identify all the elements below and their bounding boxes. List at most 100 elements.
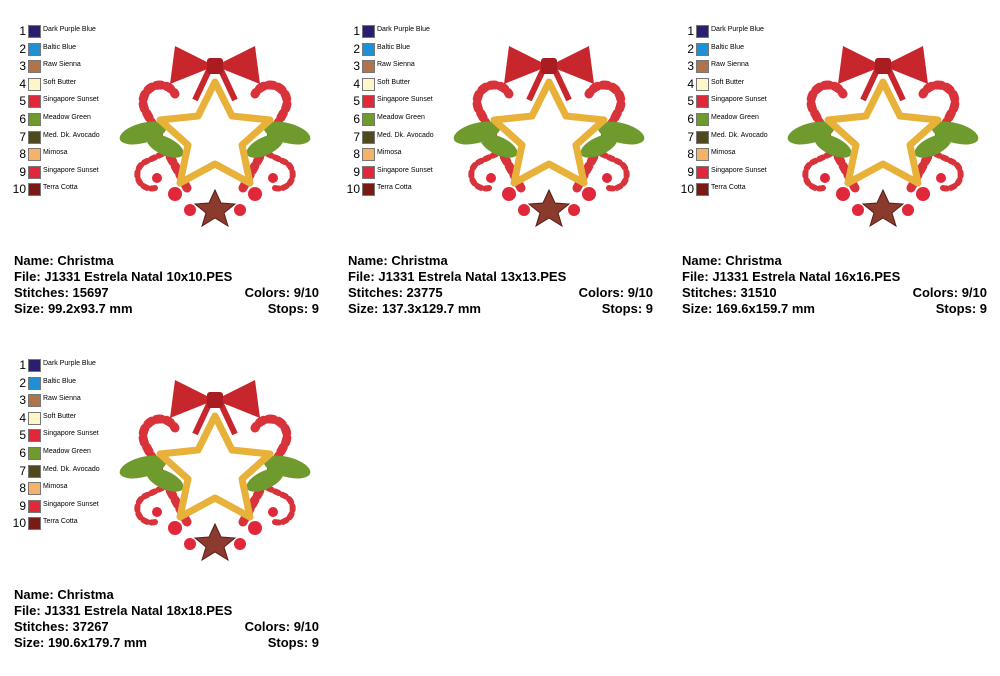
info-line: File: J1331 Estrela Natal 13x13.PES: [348, 269, 653, 285]
info-line: Stitches: 37267 Colors: 9/10: [14, 619, 319, 635]
info-stops: Stops: 9: [267, 301, 319, 316]
thread-swatch: [362, 148, 375, 162]
thread-number: 3: [19, 393, 26, 408]
thread-name: Singapore Sunset: [711, 96, 767, 104]
info-stitches: Stitches: 23775: [348, 285, 443, 300]
thread-number: 7: [19, 129, 26, 144]
thread-number: 1: [687, 24, 694, 38]
thread-name: Med. Dk. Avocado: [43, 131, 100, 139]
thread-swatch: [696, 183, 709, 197]
thread-name: Mimosa: [377, 149, 402, 157]
info-size: Size: 99.2x93.7 mm: [14, 301, 133, 316]
thread-swatch: [362, 60, 375, 74]
thread-name: Singapore Sunset: [43, 96, 99, 104]
info-line: Name: Christma: [348, 253, 653, 269]
info-file: File: J1331 Estrela Natal 18x18.PES: [14, 603, 233, 618]
thread-number: 10: [346, 182, 360, 197]
thread-number: 6: [353, 112, 360, 126]
info-colors: Colors: 9/10: [244, 619, 319, 634]
thread-swatch: [28, 482, 41, 496]
thread-name: Med. Dk. Avocado: [43, 465, 100, 473]
thread-name: Raw Sienna: [43, 61, 81, 69]
thread-swatch: [696, 77, 709, 91]
thread-number: 7: [353, 129, 360, 144]
thread-number: 1: [19, 358, 26, 372]
thread-number: 8: [353, 147, 360, 162]
thread-name: Terra Cotta: [43, 184, 78, 192]
info-colors: Colors: 9/10: [912, 285, 987, 300]
thread-swatch: [362, 42, 375, 56]
info-line: File: J1331 Estrela Natal 10x10.PES: [14, 269, 319, 285]
thread-name: Soft Butter: [377, 78, 411, 86]
info-name: Name: Christma: [682, 253, 782, 268]
thread-name: Dark Purple Blue: [377, 26, 430, 33]
design-preview: [449, 38, 649, 228]
thread-name: Singapore Sunset: [43, 430, 99, 438]
thread-name: Meadow Green: [43, 114, 91, 121]
thread-name: Singapore Sunset: [711, 166, 767, 174]
thread-name: Terra Cotta: [711, 184, 746, 192]
info-line: Size: 190.6x179.7 mm Stops: 9: [14, 635, 319, 651]
design-panel: 1 Dark Purple Blue 2 Baltic Blue 3 Raw Sienna…: [10, 24, 330, 324]
thread-number: 9: [19, 498, 26, 513]
thread-name: Dark Purple Blue: [711, 26, 764, 33]
info-file: File: J1331 Estrela Natal 16x16.PES: [682, 269, 901, 284]
thread-swatch: [28, 499, 41, 513]
thread-name: Med. Dk. Avocado: [711, 131, 768, 139]
info-line: Stitches: 23775 Colors: 9/10: [348, 285, 653, 301]
thread-number: 3: [687, 59, 694, 74]
thread-swatch: [696, 165, 709, 179]
info-name: Name: Christma: [14, 587, 114, 602]
thread-name: Meadow Green: [43, 448, 91, 455]
thread-swatch: [362, 25, 375, 38]
thread-swatch: [28, 376, 41, 390]
thread-name: Terra Cotta: [43, 518, 78, 526]
thread-name: Singapore Sunset: [43, 166, 99, 174]
thread-name: Singapore Sunset: [377, 96, 433, 104]
thread-swatch: [362, 77, 375, 91]
thread-number: 8: [19, 481, 26, 496]
design-preview: [115, 372, 315, 562]
thread-number: 3: [19, 59, 26, 74]
thread-swatch: [28, 447, 41, 460]
thread-number: 9: [353, 164, 360, 179]
thread-name: Soft Butter: [43, 78, 77, 86]
thread-name: Singapore Sunset: [43, 500, 99, 508]
info-line: Name: Christma: [14, 253, 319, 269]
thread-name: Soft Butter: [43, 412, 77, 420]
info-stitches: Stitches: 15697: [14, 285, 109, 300]
thread-swatch: [28, 165, 41, 179]
thread-number: 5: [687, 94, 694, 109]
info-name: Name: Christma: [348, 253, 448, 268]
thread-number: 8: [687, 147, 694, 162]
info-line: File: J1331 Estrela Natal 16x16.PES: [682, 269, 987, 285]
thread-number: 9: [687, 164, 694, 179]
thread-number: 4: [19, 410, 26, 425]
thread-swatch: [28, 130, 41, 144]
thread-swatch: [28, 411, 41, 425]
thread-name: Baltic Blue: [43, 43, 77, 51]
thread-number: 1: [19, 24, 26, 38]
info-stops: Stops: 9: [601, 301, 653, 316]
info-line: Size: 169.6x159.7 mm Stops: 9: [682, 301, 987, 317]
thread-name: Mimosa: [43, 483, 68, 491]
thread-number: 6: [19, 446, 26, 460]
thread-swatch: [362, 95, 375, 109]
thread-swatch: [696, 113, 709, 126]
thread-swatch: [28, 394, 41, 408]
thread-name: Meadow Green: [711, 114, 759, 121]
thread-name: Baltic Blue: [711, 43, 745, 51]
thread-swatch: [28, 25, 41, 38]
thread-number: 6: [687, 112, 694, 126]
thread-number: 8: [19, 147, 26, 162]
design-preview: [783, 38, 983, 228]
thread-swatch: [28, 429, 41, 443]
info-file: File: J1331 Estrela Natal 10x10.PES: [14, 269, 233, 284]
thread-number: 2: [687, 41, 694, 56]
thread-number: 2: [19, 375, 26, 390]
thread-number: 5: [353, 94, 360, 109]
thread-swatch: [28, 148, 41, 162]
thread-number: 1: [353, 24, 360, 38]
thread-number: 6: [19, 112, 26, 126]
